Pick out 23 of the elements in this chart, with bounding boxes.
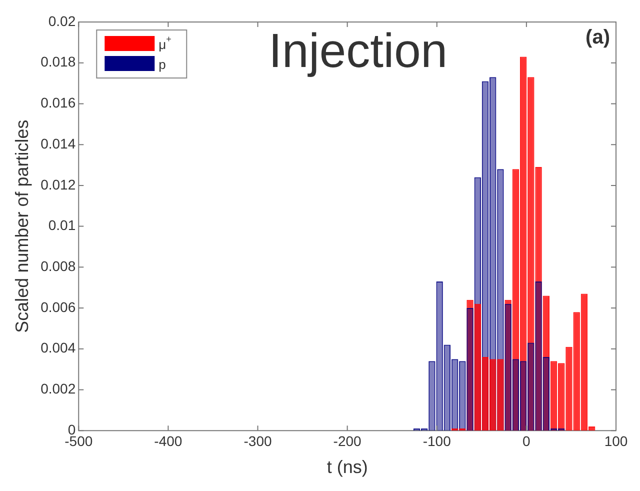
y-tick-label: 0.016 [40, 94, 76, 111]
y-tick-label: 0.018 [40, 54, 76, 70]
y-tick-label: 0.002 [40, 380, 76, 397]
y-tick-label: 0.012 [40, 176, 76, 192]
y-tick-label: 0 [68, 421, 76, 438]
x-tick-label: 100 [604, 432, 628, 449]
x-tick-label: -400 [154, 432, 182, 449]
x-tick-label: -200 [333, 432, 362, 449]
y-tick-label: 0.006 [40, 298, 76, 315]
y-tick-label: 0.014 [40, 135, 76, 152]
x-axis-title: t (ns) [326, 457, 368, 478]
y-tick-label: 0.02 [48, 12, 76, 29]
legend-label: μ+ [158, 34, 172, 52]
x-tick-label: -100 [422, 432, 452, 449]
annotation: (a) [586, 26, 610, 49]
y-tick-label: 0.01 [48, 217, 76, 234]
annotation: Injection [268, 25, 448, 78]
y-tick-label: 0.008 [40, 258, 76, 274]
y-axis-title: Scaled number of particles [12, 120, 32, 333]
x-tick-label: -300 [244, 432, 272, 449]
legend-label: p [158, 57, 166, 72]
x-tick-label: 0 [522, 432, 531, 449]
y-tick-label: 0.004 [40, 340, 76, 356]
